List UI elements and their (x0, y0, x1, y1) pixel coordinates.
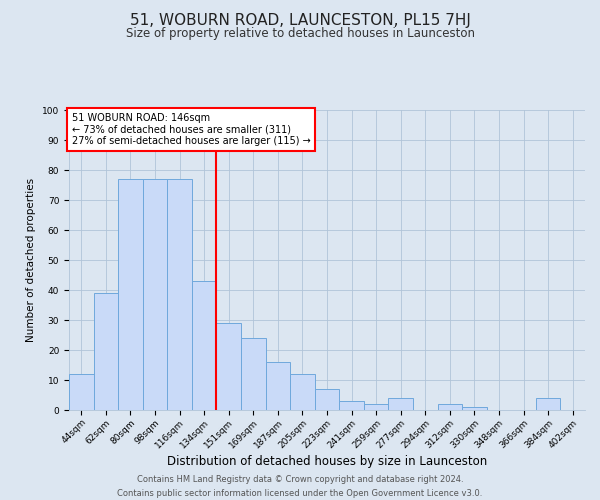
Bar (388, 398, 413, 410)
Text: Contains HM Land Registry data © Crown copyright and database right 2024.
Contai: Contains HM Land Registry data © Crown c… (118, 476, 482, 498)
Bar (167, 179, 192, 410)
Bar (241, 338, 266, 410)
Text: Size of property relative to detached houses in Launceston: Size of property relative to detached ho… (125, 28, 475, 40)
Bar (339, 401, 364, 410)
Bar (536, 398, 560, 410)
Bar (315, 389, 339, 410)
Text: 51 WOBURN ROAD: 146sqm
← 73% of detached houses are smaller (311)
27% of semi-de: 51 WOBURN ROAD: 146sqm ← 73% of detached… (71, 113, 310, 146)
Bar (69, 374, 94, 410)
Bar (437, 404, 462, 410)
Bar (118, 179, 143, 410)
Bar (290, 374, 315, 410)
Text: 51, WOBURN ROAD, LAUNCESTON, PL15 7HJ: 51, WOBURN ROAD, LAUNCESTON, PL15 7HJ (130, 12, 470, 28)
Bar (94, 293, 118, 410)
X-axis label: Distribution of detached houses by size in Launceston: Distribution of detached houses by size … (167, 456, 487, 468)
Bar (266, 362, 290, 410)
Bar (143, 179, 167, 410)
Bar (192, 281, 217, 410)
Y-axis label: Number of detached properties: Number of detached properties (26, 178, 37, 342)
Bar (364, 404, 388, 410)
Bar (217, 323, 241, 410)
Bar (462, 407, 487, 410)
